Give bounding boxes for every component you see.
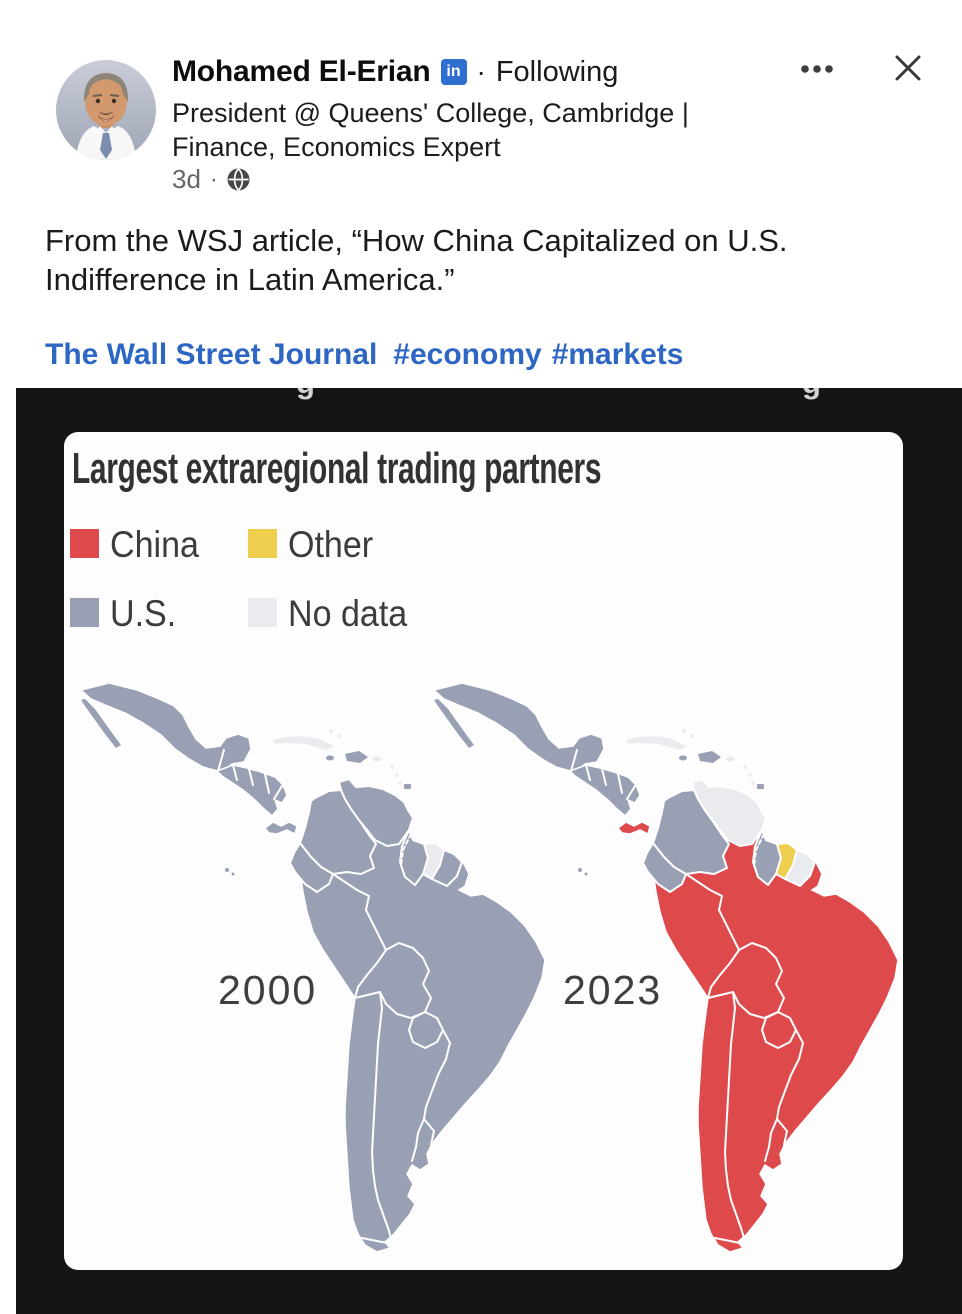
post-text: From the WSJ article, “How China Capital… [45,221,905,299]
linkedin-badge-icon: in [440,59,467,85]
legend-label-us: U.S. [110,593,177,634]
legend-label-china: China [110,524,199,565]
more-options-icon[interactable] [798,58,838,80]
chart-card: Largest extraregional trading partners C… [64,432,903,1270]
year-label-2023: 2023 [563,967,663,1013]
legend-swatch-nodata [248,598,277,627]
author-headline: President @ Queens' College, Cambridge |… [172,96,742,164]
legend-swatch-other [248,529,277,558]
author-name[interactable]: Mohamed El-Erian [172,55,431,88]
timestamp: 3d [172,164,201,194]
author-headline-line1: President @ Queens' College, Cambridge | [172,98,689,128]
avatar[interactable] [56,60,156,160]
post-text-line1: From the WSJ article, “How China Capital… [45,223,788,258]
year-label-2000: 2000 [218,967,318,1013]
legend-swatch-china [70,529,99,558]
legend-label-nodata: No data [288,593,408,634]
separator-dot: · [476,56,486,87]
map-2023 [433,682,899,1253]
separator-dot: · [209,165,218,193]
legend-label-other: Other [288,524,374,565]
hashtag-economy[interactable]: #economy [393,338,542,371]
author-headline-line2: Finance, Economics Expert [172,132,501,162]
post-text-line2: Indifference in Latin America.” [45,262,455,297]
hashtag-markets[interactable]: #markets [551,338,684,371]
cropped-text-fragment: g [802,388,821,401]
publisher-link[interactable]: The Wall Street Journal [45,338,378,371]
chart-title: Largest extraregional trading partners [72,444,602,493]
legend-swatch-us [70,598,99,627]
globe-icon [227,168,250,191]
avatar-portrait [56,60,156,160]
close-icon[interactable] [892,52,924,84]
post-author-row: Mohamed El-Erian in · Following [172,53,618,91]
cropped-text-fragment: g [296,388,315,401]
post-meta: 3d · [172,164,250,195]
following-status[interactable]: Following [495,55,619,88]
post-link-row: The Wall Street Journal #economy #markets [45,338,683,372]
post-image[interactable]: g g Largest extraregional trading partne… [16,388,962,1314]
